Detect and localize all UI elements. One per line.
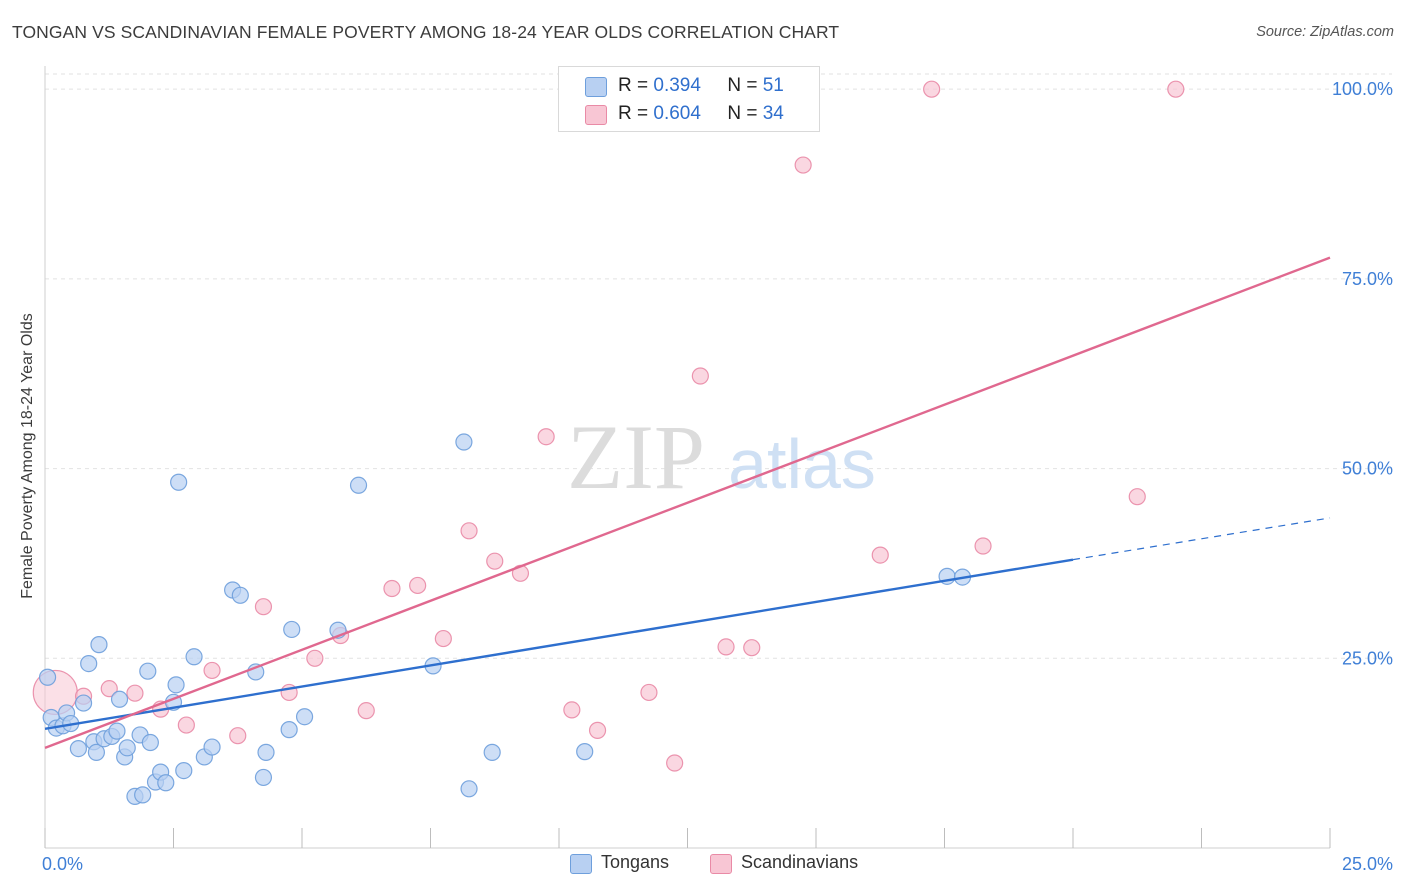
legend: R = 0.394 N = 51 R = 0.604 N = 34 bbox=[558, 66, 820, 132]
legend-n-value-tongans: 51 bbox=[762, 75, 784, 96]
scandinavian-point bbox=[409, 576, 427, 595]
watermark: ZIP atlas bbox=[567, 406, 876, 508]
scandinavian-point bbox=[537, 428, 555, 446]
scandinavian-point bbox=[177, 716, 195, 734]
bottom-legend-swatch-scandinavians bbox=[710, 854, 732, 874]
scandinavian-point bbox=[100, 680, 118, 698]
tongan-point bbox=[139, 662, 157, 680]
scandinavian-point bbox=[306, 649, 324, 667]
tongan-point bbox=[110, 690, 129, 708]
tongan-point bbox=[231, 586, 249, 604]
scandinavian-point bbox=[486, 552, 504, 570]
tongan-trend-extension bbox=[1072, 517, 1331, 561]
tongan-point bbox=[118, 739, 136, 757]
scandinavian-point bbox=[357, 702, 375, 720]
legend-r-value-scandinavians: 0.604 bbox=[653, 103, 701, 124]
tongan-point bbox=[175, 761, 193, 780]
tongan-point bbox=[157, 774, 175, 792]
scandinavian-point bbox=[666, 754, 684, 772]
trend-lines bbox=[44, 256, 1331, 749]
tongan-point bbox=[295, 708, 314, 726]
y-tick-label: 100.0% bbox=[1332, 79, 1393, 99]
tongan-point bbox=[38, 668, 57, 686]
tongan-point bbox=[203, 738, 221, 756]
legend-n-value-scandinavians: 34 bbox=[762, 103, 784, 124]
tongan-point bbox=[455, 433, 473, 451]
legend-r-label-tongans: R = bbox=[618, 75, 654, 96]
tongan-point bbox=[349, 476, 368, 494]
scandinavian-point bbox=[588, 721, 607, 739]
legend-n-label-tongans: N = bbox=[727, 75, 763, 96]
scandinavian-point bbox=[794, 156, 812, 174]
scandinavian-point bbox=[640, 683, 658, 702]
scandinavian-point bbox=[743, 639, 761, 657]
tongan-point bbox=[167, 676, 185, 694]
scandinavian-point bbox=[974, 537, 992, 555]
legend-r-value-tongans: 0.394 bbox=[653, 75, 701, 96]
gridlines bbox=[45, 73, 1392, 659]
tongan-point bbox=[483, 743, 501, 761]
scandinavian-point bbox=[1128, 488, 1146, 506]
tick-labels: 25.0% 50.0% 75.0% 100.0% 0.0% 25.0% bbox=[42, 79, 1393, 874]
scandinavian-point bbox=[460, 522, 478, 540]
scandinavian-point bbox=[923, 80, 941, 98]
scandinavian-point bbox=[126, 684, 144, 702]
tongan-point bbox=[257, 743, 275, 761]
x-tick-label: 0.0% bbox=[42, 854, 83, 874]
scandinavian-point bbox=[254, 598, 273, 616]
scandinavian-point bbox=[383, 579, 401, 598]
scandinavian-trend-line bbox=[44, 256, 1331, 749]
chart-title: TONGAN VS SCANDINAVIAN FEMALE POVERTY AM… bbox=[12, 22, 840, 42]
scandinavian-point bbox=[1167, 80, 1185, 98]
tongan-point bbox=[74, 694, 93, 712]
bottom-legend-swatch-tongans bbox=[570, 854, 592, 874]
x-tick-label: 25.0% bbox=[1342, 854, 1393, 874]
tongan-point bbox=[576, 743, 594, 761]
y-tick-label: 75.0% bbox=[1342, 269, 1393, 289]
tongan-point bbox=[69, 739, 88, 758]
legend-swatch-scandinavians bbox=[585, 105, 607, 125]
tongan-point bbox=[283, 620, 301, 639]
tongan-point bbox=[80, 655, 98, 673]
tongan-point bbox=[460, 780, 478, 798]
bottom-legend-label-tongans: Tongans bbox=[601, 852, 670, 872]
legend-swatch-tongans bbox=[585, 77, 607, 97]
legend-n-label-scandinavians: N = bbox=[727, 103, 763, 124]
tongan-point bbox=[134, 786, 152, 804]
tongan-trend-line bbox=[44, 558, 1074, 731]
tongan-point bbox=[170, 473, 188, 491]
scandinavian-point bbox=[871, 546, 889, 564]
scandinavian-point bbox=[691, 367, 709, 385]
watermark-zip: ZIP bbox=[567, 406, 705, 508]
legend-r-label-scandinavians: R = bbox=[618, 103, 654, 124]
tongan-point bbox=[280, 721, 298, 739]
y-tick-label: 25.0% bbox=[1342, 648, 1393, 668]
tongan-point bbox=[185, 648, 203, 666]
tongan-point bbox=[108, 722, 126, 740]
tongan-point bbox=[141, 733, 159, 752]
y-tick-label: 50.0% bbox=[1342, 459, 1393, 479]
scandinavian-point bbox=[229, 727, 247, 745]
tongan-point bbox=[254, 768, 273, 787]
scandinavian-point bbox=[434, 629, 452, 648]
bottom-legend-label-scandinavians: Scandinavians bbox=[741, 852, 859, 872]
source-label: Source: ZipAtlas.com bbox=[1256, 24, 1394, 40]
tongan-point bbox=[90, 636, 108, 654]
scandinavian-point bbox=[717, 638, 735, 656]
tongan-point bbox=[87, 743, 106, 761]
scandinavian-point bbox=[203, 661, 221, 680]
scandinavian-point bbox=[563, 701, 581, 719]
watermark-atlas: atlas bbox=[728, 425, 876, 503]
